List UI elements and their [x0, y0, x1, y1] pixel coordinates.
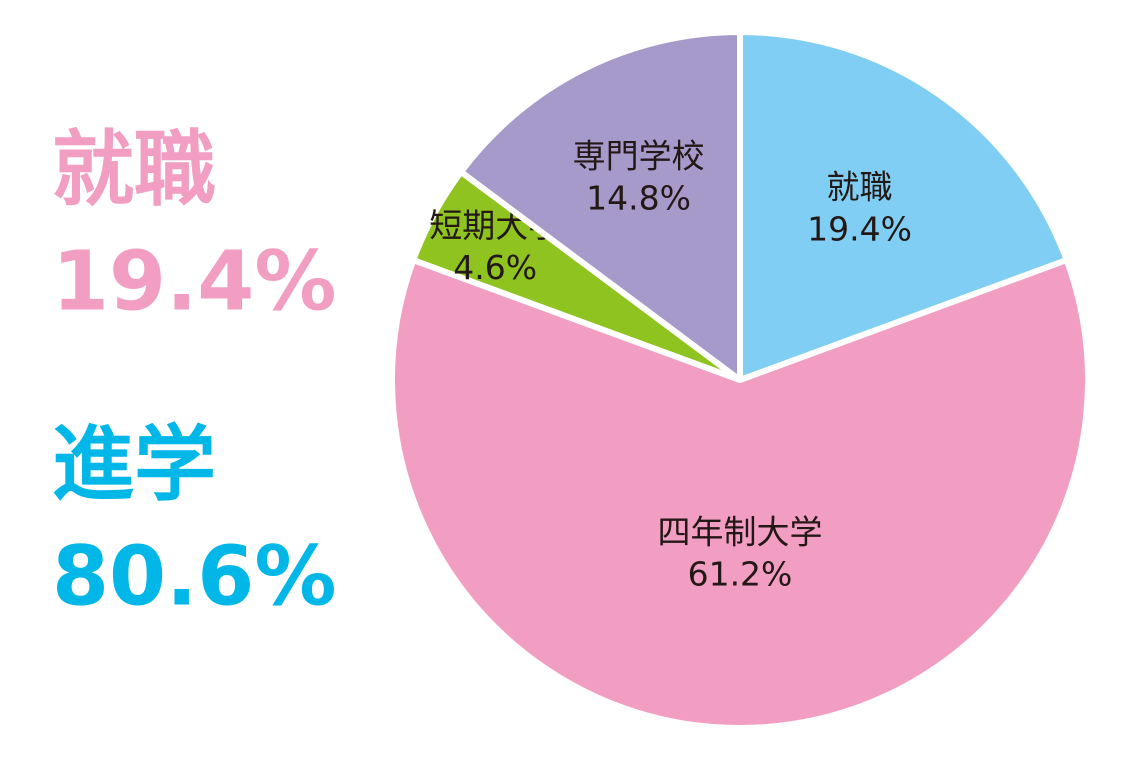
summary-name: 進学 — [52, 417, 216, 512]
summary-value: 19.4% — [52, 234, 336, 329]
slice-value-label: 19.4% — [807, 209, 912, 248]
summary-name: 就職 — [52, 122, 216, 217]
slice-label: 専門学校 — [573, 136, 705, 175]
slice-value-label: 14.8% — [586, 178, 691, 217]
slice-label: 四年制大学 — [658, 513, 823, 552]
slice-value-label: 61.2% — [688, 555, 793, 594]
slice-value-label: 4.6% — [453, 248, 537, 287]
pie-slice — [389, 257, 1091, 731]
pie-slice — [458, 29, 743, 383]
summary-value: 80.6% — [52, 529, 336, 624]
pie-slice — [737, 29, 1070, 383]
slice-label: 就職 — [827, 167, 893, 206]
